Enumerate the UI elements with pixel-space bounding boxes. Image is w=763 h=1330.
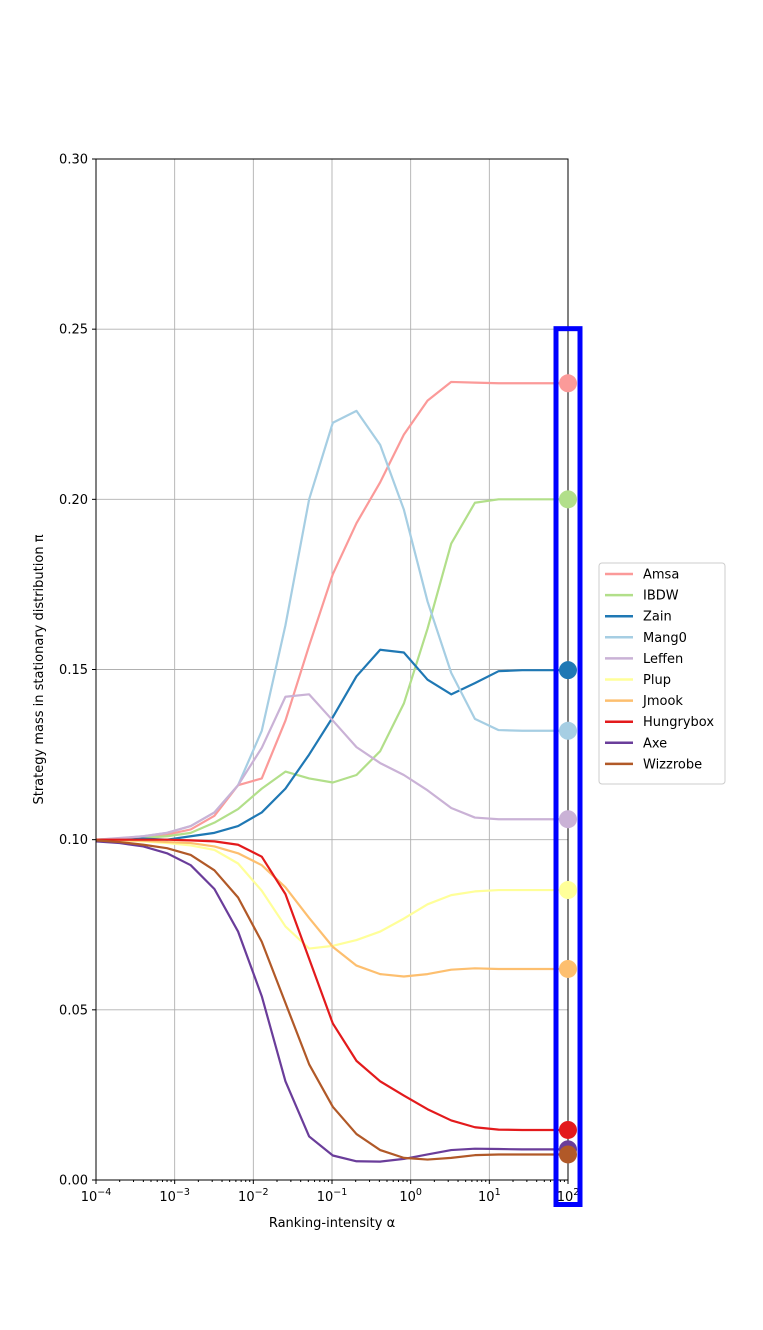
x-tick-exponent: −4	[97, 1187, 111, 1198]
series-line-hungrybox	[96, 838, 568, 1132]
x-tick-base: 10	[81, 1190, 98, 1205]
series-line-amsa	[95, 380, 568, 841]
endpoint-marker-wizzrobe	[559, 1145, 577, 1164]
legend-label: Jmook	[642, 694, 683, 709]
series-line-wizzrobe	[95, 839, 568, 1161]
legend: Amsa IBDW Zain Mang0 Leffen Plup Jmook Hungrybo…	[598, 562, 726, 785]
endpoint-marker-plup	[559, 881, 577, 900]
series-line-axe	[95, 840, 568, 1163]
x-tick-label: 10−2	[238, 1187, 269, 1205]
series-line-ibdw	[95, 498, 568, 841]
y-tick-label: 0.25	[59, 323, 88, 338]
legend-label: Amsa	[643, 568, 679, 583]
legend-label: IBDW	[643, 589, 679, 604]
x-tick-label: 102	[557, 1187, 580, 1205]
x-tick-label: 101	[478, 1187, 501, 1205]
endpoint-marker-zain	[559, 661, 577, 680]
x-tick-exponent: −3	[176, 1187, 190, 1198]
series-line-jmook	[95, 838, 568, 978]
x-tick-base: 10	[478, 1190, 495, 1205]
x-tick-exponent: 0	[416, 1187, 422, 1198]
endpoint-marker-ibdw	[559, 490, 577, 509]
endpoint-marker-hungrybox	[559, 1120, 577, 1139]
x-tick-base: 10	[238, 1190, 255, 1205]
x-tick-base: 10	[317, 1190, 334, 1205]
legend-label: Hungrybox	[643, 715, 714, 730]
endpoint-marker-amsa	[559, 374, 577, 393]
y-tick-label: 0.05	[59, 1003, 88, 1018]
x-tick-exponent: 2	[573, 1187, 579, 1198]
x-tick-label: 100	[399, 1187, 422, 1205]
x-tick-base: 10	[399, 1190, 416, 1205]
y-tick-label: 0.20	[59, 493, 88, 508]
highlight-box	[553, 326, 583, 1207]
series-layer	[95, 380, 568, 1163]
x-tick-label: 10−1	[317, 1187, 348, 1205]
x-tick-label: 10−3	[159, 1187, 190, 1205]
series-line-leffen	[95, 693, 568, 841]
x-tick-exponent: −1	[333, 1187, 347, 1198]
x-tick-exponent: 1	[495, 1187, 501, 1198]
y-tick-label: 0.30	[59, 153, 88, 168]
legend-label: Leffen	[643, 652, 683, 667]
y-tick-label: 0.15	[59, 663, 88, 678]
series-line-zain	[95, 648, 568, 841]
y-axis-label: Strategy mass in stationary distribution…	[32, 534, 47, 804]
grid-layer	[95, 158, 569, 1181]
x-tick-base: 10	[557, 1190, 574, 1205]
legend-label: Wizzrobe	[643, 757, 702, 772]
legend-label: Axe	[643, 736, 667, 751]
x-tick-exponent: −2	[255, 1187, 269, 1198]
legend-label: Zain	[643, 610, 672, 625]
endpoint-marker-mang0	[559, 721, 577, 740]
tick-layer: 10−4 10−3 10−2 10−1 100 101 1020.000.050.100.1…	[59, 153, 579, 1206]
legend-label: Mang0	[643, 631, 687, 646]
x-axis-label: Ranking-intensity α	[269, 1216, 395, 1231]
endpoint-markers	[559, 374, 577, 1164]
endpoint-marker-jmook	[559, 959, 577, 978]
y-tick-label: 0.00	[59, 1174, 88, 1189]
endpoint-marker-leffen	[559, 810, 577, 829]
x-tick-base: 10	[159, 1190, 176, 1205]
legend-label: Plup	[643, 673, 671, 688]
y-tick-label: 0.10	[59, 833, 88, 848]
x-tick-label: 10−4	[81, 1187, 112, 1205]
legend-frame	[598, 562, 726, 785]
